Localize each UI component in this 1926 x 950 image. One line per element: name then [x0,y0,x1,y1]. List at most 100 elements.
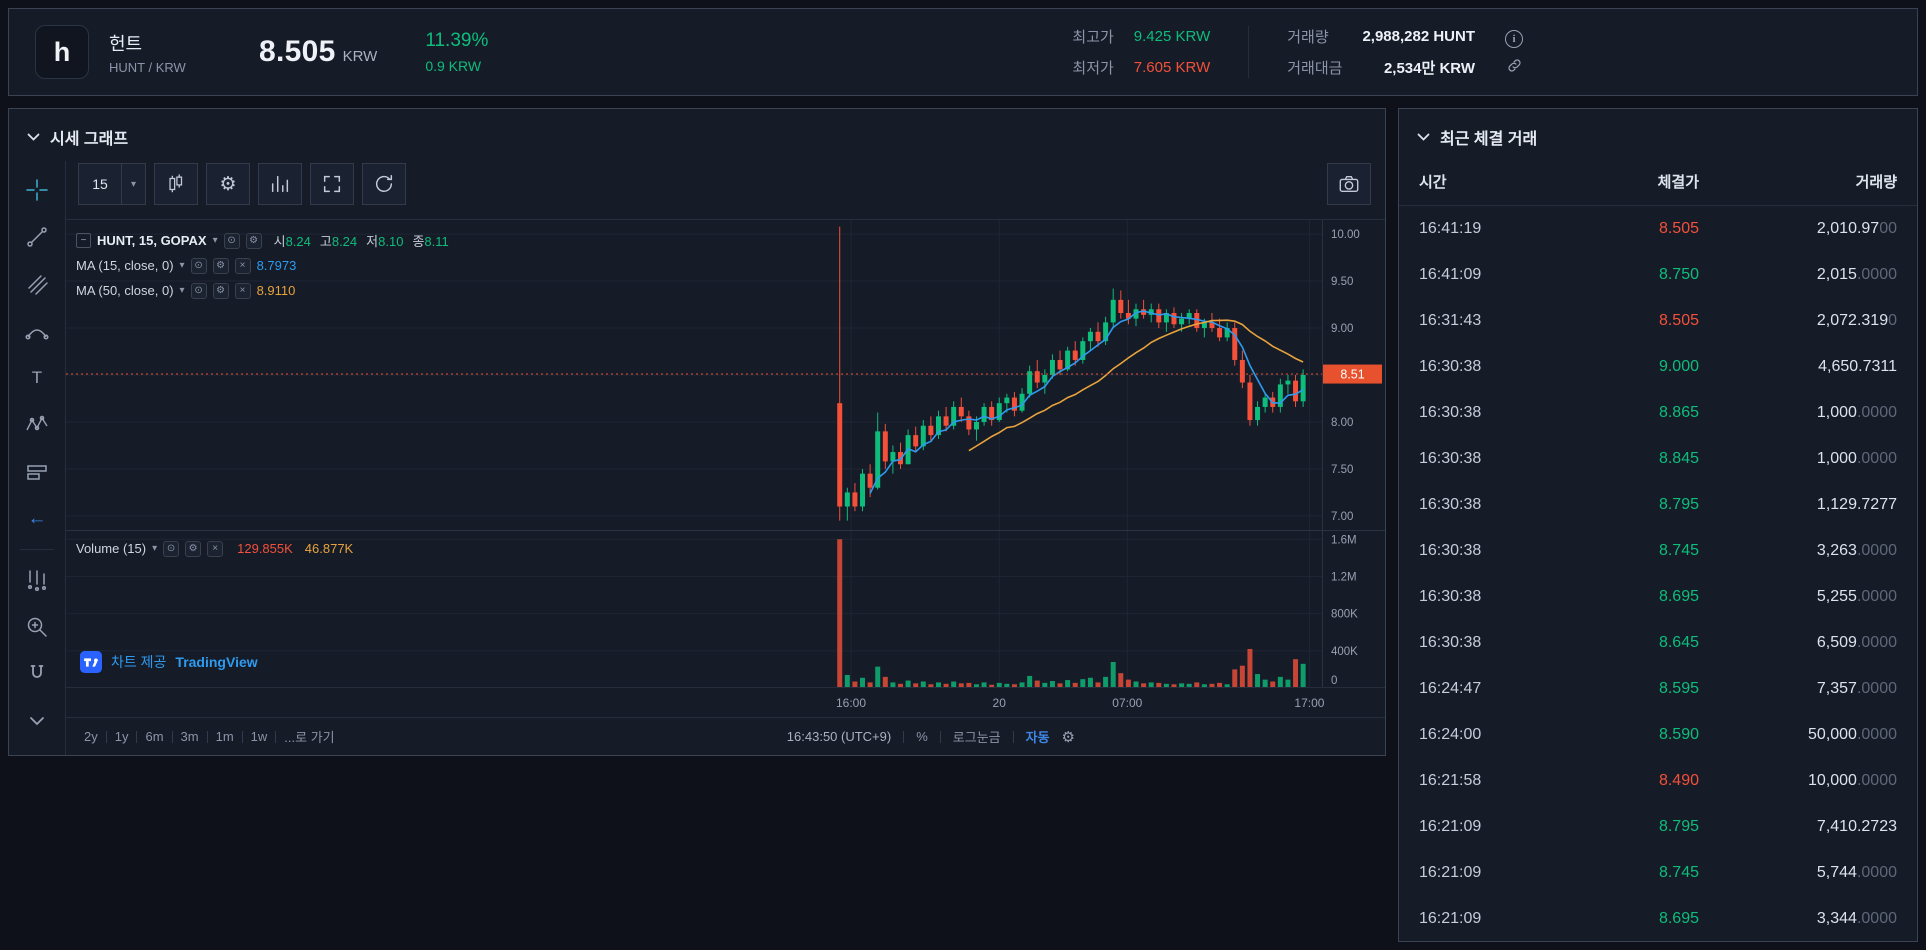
more-tools-icon[interactable] [18,702,56,740]
close-icon[interactable]: × [234,282,251,299]
chart-settings-button[interactable]: ⚙ [206,163,250,205]
toolbar-divider [20,549,54,550]
eye-icon[interactable]: ⊙ [223,232,240,249]
legend-collapse-icon[interactable]: − [76,233,91,248]
trade-price: 8.745 [1658,542,1699,559]
brush-icon[interactable] [18,265,56,303]
candlestick-style-button[interactable] [154,163,198,205]
link-icon[interactable] [1506,57,1523,74]
range-button[interactable]: 6m [145,729,164,744]
info-icon[interactable]: i [1505,30,1523,48]
range-button[interactable]: 1m [215,729,234,744]
pattern-icon[interactable] [18,406,56,444]
percent-scale-button[interactable]: % [916,729,928,744]
trade-time: 16:31:43 [1419,312,1482,329]
range-button[interactable]: 3m [180,729,199,744]
position-icon[interactable] [18,453,56,491]
interval-dropdown-icon[interactable]: ▾ [121,164,145,204]
trade-row: 16:31:43 8.505 2,072.3190 [1399,298,1917,344]
high-price-label: 최고가 [1072,29,1114,46]
gear-icon[interactable]: ⚙ [212,257,229,274]
gear-icon[interactable]: ⚙ [212,282,229,299]
auto-scale-button[interactable]: 자동 [1025,730,1050,745]
text-tool-icon[interactable]: T [31,368,43,387]
crosshair-icon[interactable] [18,171,56,209]
chart-panel-header[interactable]: 시세 그래프 [9,109,1385,161]
svg-text:0: 0 [1331,675,1337,687]
log-scale-button[interactable]: 로그눈금 [952,730,1001,745]
trade-row: 16:24:47 8.595 7,357.0000 [1399,666,1917,712]
ma50-dropdown-icon[interactable]: ▾ [179,285,185,296]
fullscreen-button[interactable] [310,163,354,205]
trendline-icon[interactable] [18,218,56,256]
trade-price: 8.645 [1658,634,1699,651]
eye-icon[interactable]: ⊙ [163,540,180,557]
symbol-legend-row: − HUNT, 15, GOPAX ▾ ⊙ ⚙ 시8.24 고8.24 저8.1… [76,228,449,253]
eye-icon[interactable]: ⊙ [190,282,207,299]
trade-price: 8.695 [1658,588,1699,605]
time-axis-label: 07:00 [1112,696,1143,710]
trade-price: 8.695 [1658,910,1699,927]
indicators-button[interactable] [258,163,302,205]
interval-value[interactable]: 15 [92,176,108,192]
chevron-down-icon[interactable] [27,133,40,141]
close-icon[interactable]: × [207,540,224,557]
clock-utc[interactable]: 16:43:50 (UTC+9) [786,729,892,744]
close-icon[interactable]: × [234,257,251,274]
chart-plot-area[interactable]: 8.51 10.00 9.50 9.00 8.00 7.50 7.00 1.6M 1.2M 800… [66,219,1385,688]
ohlc-readout: 시8.24 고8.24 저8.10 종8.11 [273,234,449,249]
trade-quantity: 4,650.7311 [1818,358,1897,375]
trade-price: 8.505 [1658,312,1699,329]
volume-dropdown-icon[interactable]: ▾ [152,543,158,554]
trade-price: 8.505 [1658,220,1699,237]
chevron-down-icon[interactable] [1417,133,1430,141]
chart-legend: − HUNT, 15, GOPAX ▾ ⊙ ⚙ 시8.24 고8.24 저8.1… [76,228,449,303]
price-change-block: 11.39% 0.9 KRW [425,30,488,74]
svg-text:1.6M: 1.6M [1331,534,1357,546]
magnet-icon[interactable] [18,655,56,693]
trade-price: 8.795 [1658,496,1699,513]
volume-legend-row: Volume (15) ▾ ⊙ ⚙ × 129.855K 46.877K [76,536,353,561]
tradingview-attribution[interactable]: 차트 제공 TradingView [80,651,258,673]
camera-button[interactable] [1327,163,1371,205]
candlestick-chart[interactable]: 8.51 10.00 9.50 9.00 8.00 7.50 7.00 1.6M 1.2M 800… [66,220,1385,688]
refresh-button[interactable] [362,163,406,205]
symbol-dropdown-icon[interactable]: ▾ [212,235,218,246]
trades-panel-header[interactable]: 최근 체결 거래 [1399,109,1917,161]
bottom-bar-right: 16:43:50 (UTC+9) % 로그눈금 자동 ⚙ [787,727,1075,746]
hunt-logo-letter: h [53,36,71,67]
low-price-label: 최저가 [1072,60,1114,77]
range-button[interactable]: 2y [84,729,98,744]
attribution-prefix: 차트 제공 [111,654,167,670]
time-axis[interactable]: 16:00 20 07:00 17:00 [66,687,1385,717]
trade-quantity: 1,129.7277 [1816,496,1897,513]
trade-row: 16:30:38 8.795 1,129.7277 [1399,482,1917,528]
svg-text:9.50: 9.50 [1331,276,1353,288]
eye-icon[interactable]: ⊙ [190,257,207,274]
gear-icon[interactable]: ⚙ [245,232,262,249]
trade-quantity: 50,000.0000 [1808,726,1897,743]
curve-icon[interactable] [18,312,56,350]
trade-price: 8.795 [1658,818,1699,835]
trade-quantity: 3,263.0000 [1816,542,1897,559]
trade-quantity: 6,509.0000 [1816,634,1897,651]
trade-row: 16:21:58 8.490 10,000.0000 [1399,758,1917,804]
trade-row: 16:30:38 8.865 1,000.0000 [1399,390,1917,436]
svg-text:7.00: 7.00 [1331,511,1353,523]
column-price: 체결가 [1657,174,1699,191]
trade-row: 16:30:38 9.000 4,650.7311 [1399,344,1917,390]
trade-price: 8.745 [1658,864,1699,881]
svg-text:8.00: 8.00 [1331,417,1353,429]
range-button[interactable]: 1y [114,729,129,744]
trade-price: 8.595 [1658,680,1699,697]
zoom-in-icon[interactable] [18,608,56,646]
range-button[interactable]: ...로 가기 [284,730,335,745]
templates-icon[interactable] [18,561,56,599]
ma15-dropdown-icon[interactable]: ▾ [179,260,185,271]
gear-icon[interactable]: ⚙ [185,540,202,557]
range-button[interactable]: 1w [250,729,268,744]
low-price-value: 7.605 KRW [1133,59,1211,76]
collapse-arrow-icon[interactable]: ← [27,508,47,529]
interval-selector: 15 ▾ [78,163,146,205]
gear-icon[interactable]: ⚙ [1061,728,1075,746]
